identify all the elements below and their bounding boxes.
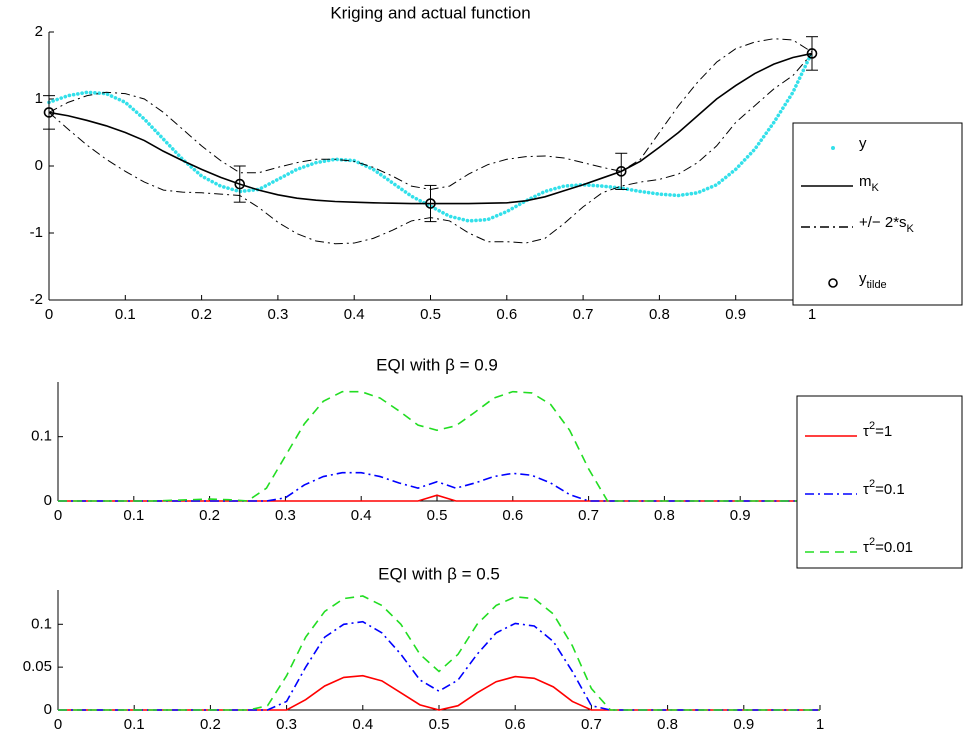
x-tick-label: 1 <box>816 716 824 733</box>
legend-box <box>796 395 963 569</box>
x-tick-label: 0.6 <box>502 507 523 524</box>
x-tick-label: 0.9 <box>725 306 746 323</box>
series-line <box>48 52 813 205</box>
legend-label: τ2=0.1 <box>863 478 905 498</box>
label-text: y <box>859 270 867 287</box>
x-tick-label: 0.3 <box>275 507 296 524</box>
legend-label: mK <box>859 173 880 194</box>
x-tick-label: 0.8 <box>649 306 670 323</box>
x-tick-label: 0.8 <box>654 507 675 524</box>
sample-point <box>43 107 55 118</box>
x-tick-label: 0.1 <box>123 507 144 524</box>
x-tick-label: 0.2 <box>199 507 220 524</box>
label-text: y <box>859 135 867 152</box>
sample-point <box>234 178 246 190</box>
label-text: =1 <box>875 423 892 440</box>
label-text: +/− 2*s <box>859 214 907 231</box>
x-tick-label: 0.1 <box>124 716 145 733</box>
label-text: τ <box>863 539 869 556</box>
legend-label: τ2=0.01 <box>863 536 913 556</box>
label-subscript: tilde <box>867 279 887 291</box>
chart-title: EQI with β = 0.5 <box>378 564 500 583</box>
sample-point <box>425 198 436 209</box>
y-tick-label: 0.05 <box>23 658 52 675</box>
y-tick-label: 0 <box>35 157 43 174</box>
y-tick-label: 0.1 <box>31 615 52 632</box>
legend-box <box>792 122 963 306</box>
legend-marker <box>831 146 835 150</box>
chart-title: Kriging and actual function <box>330 3 530 22</box>
x-tick-label: 0.7 <box>578 507 599 524</box>
y-tick-label: 0.1 <box>31 428 52 445</box>
x-tick-label: 0.4 <box>351 507 372 524</box>
series-line <box>58 674 820 711</box>
y-tick-label: -1 <box>30 224 43 241</box>
label-text: m <box>859 173 872 190</box>
legend-label: ytilde <box>859 270 887 291</box>
x-tick-label: 0.2 <box>191 306 212 323</box>
x-tick-label: 0.4 <box>344 306 365 323</box>
x-tick-label: 0 <box>54 716 62 733</box>
y-tick-label: 0 <box>44 701 52 718</box>
y-tick-label: 1 <box>35 90 43 107</box>
band-line <box>48 38 813 190</box>
x-tick-label: 0 <box>54 507 62 524</box>
x-tick-label: 1 <box>808 306 816 323</box>
legend-label: y <box>859 135 867 152</box>
label-text: =0.1 <box>875 481 905 498</box>
label-subscript: K <box>872 182 880 194</box>
series-line <box>58 390 816 502</box>
x-tick-label: 0.7 <box>581 716 602 733</box>
x-tick-label: 0.5 <box>420 306 441 323</box>
x-tick-label: 0.6 <box>496 306 517 323</box>
x-tick-label: 0.5 <box>427 507 448 524</box>
legend-label: +/− 2*sK <box>859 214 915 235</box>
x-tick-label: 0.9 <box>733 716 754 733</box>
x-tick-label: 0.9 <box>730 507 751 524</box>
x-tick-label: 0.2 <box>200 716 221 733</box>
x-tick-label: 0.5 <box>429 716 450 733</box>
label-superscript: 2 <box>869 478 875 490</box>
y-tick-label: 2 <box>35 23 43 40</box>
x-tick-label: 0.3 <box>267 306 288 323</box>
x-tick-label: 0.7 <box>573 306 594 323</box>
label-subscript: K <box>907 223 915 235</box>
label-text: =0.01 <box>875 539 913 556</box>
chart-title: EQI with β = 0.9 <box>376 355 498 374</box>
series-line <box>58 595 820 711</box>
label-superscript: 2 <box>869 536 875 548</box>
subplot: EQI with β = 0.5 0 0.1 0.2 0.3 0.4 0.5 0.6 0.7 0.… <box>23 564 824 732</box>
subplot: EQI with β = 0.9 0 0.1 0.2 0.3 0.4 0.5 0.6 0.7 0.… <box>31 355 963 569</box>
x-tick-label: 0 <box>45 306 53 323</box>
series-line <box>58 620 820 711</box>
x-tick-label: 0.4 <box>352 716 373 733</box>
x-tick-label: 0.8 <box>657 716 678 733</box>
subplot: Kriging and actual function 0 0.1 0.2 0.3 0.4… <box>30 3 963 323</box>
legend-marker <box>828 278 838 288</box>
label-superscript: 2 <box>869 420 875 432</box>
sample-point <box>806 48 818 59</box>
label-text: τ <box>863 481 869 498</box>
y-tick-label: 0 <box>44 492 52 509</box>
y-tick-label: -2 <box>30 291 43 308</box>
x-tick-label: 0.6 <box>505 716 526 733</box>
x-tick-label: 0.3 <box>276 716 297 733</box>
label-text: τ <box>863 423 869 440</box>
x-tick-label: 0.1 <box>115 306 136 323</box>
sample-point <box>615 166 627 177</box>
legend-label: τ2=1 <box>863 420 892 440</box>
